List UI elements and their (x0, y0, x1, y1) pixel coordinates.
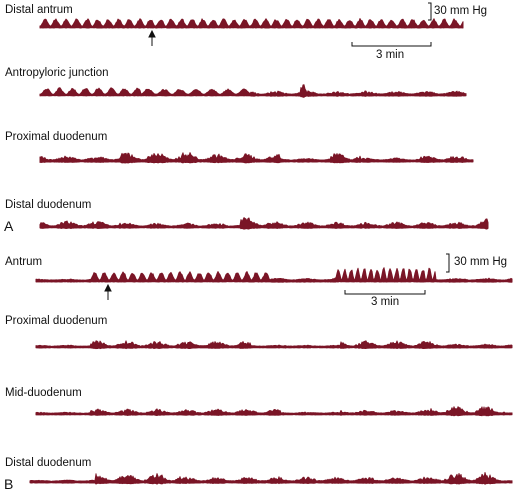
up-arrow-icon (104, 283, 112, 300)
panel-letter-a: A (4, 218, 14, 234)
up-arrow-icon (148, 29, 156, 46)
time-scale-bar-a (351, 42, 432, 47)
trace-label-antropyloric-junction: Antropyloric junction (5, 67, 109, 79)
trace-proximal-duodenum-b (35, 340, 513, 350)
trace-label-mid-duodenum: Mid-duodenum (5, 387, 82, 399)
pressure-scale-label-a: 30 mm Hg (434, 5, 488, 17)
time-scale-label-a: 3 min (376, 49, 405, 61)
trace-proximal-duodenum-a (39, 152, 474, 164)
trace-distal-antrum (39, 18, 464, 29)
trace-label-distal-duodenum-a: Distal duodenum (5, 199, 92, 211)
time-scale-bar-b (344, 290, 426, 295)
trace-distal-duodenum-a (39, 217, 489, 230)
trace-mid-duodenum (35, 406, 513, 417)
pressure-scale-label-b: 30 mm Hg (454, 256, 508, 268)
trace-antropyloric-junction (39, 84, 467, 98)
trace-label-antrum: Antrum (5, 256, 43, 268)
pressure-scale-bar-a (428, 2, 432, 21)
pressure-scale-bar-b (446, 253, 450, 273)
trace-label-distal-duodenum-b: Distal duodenum (5, 457, 92, 469)
time-scale-label-b: 3 min (371, 296, 400, 308)
trace-antrum (35, 267, 513, 283)
panel-letter-b: B (4, 476, 14, 492)
trace-label-distal-antrum: Distal antrum (5, 4, 73, 16)
trace-label-proximal-duodenum-b: Proximal duodenum (5, 315, 108, 327)
trace-distal-duodenum-b (29, 471, 513, 485)
trace-label-proximal-duodenum-a: Proximal duodenum (5, 131, 108, 143)
